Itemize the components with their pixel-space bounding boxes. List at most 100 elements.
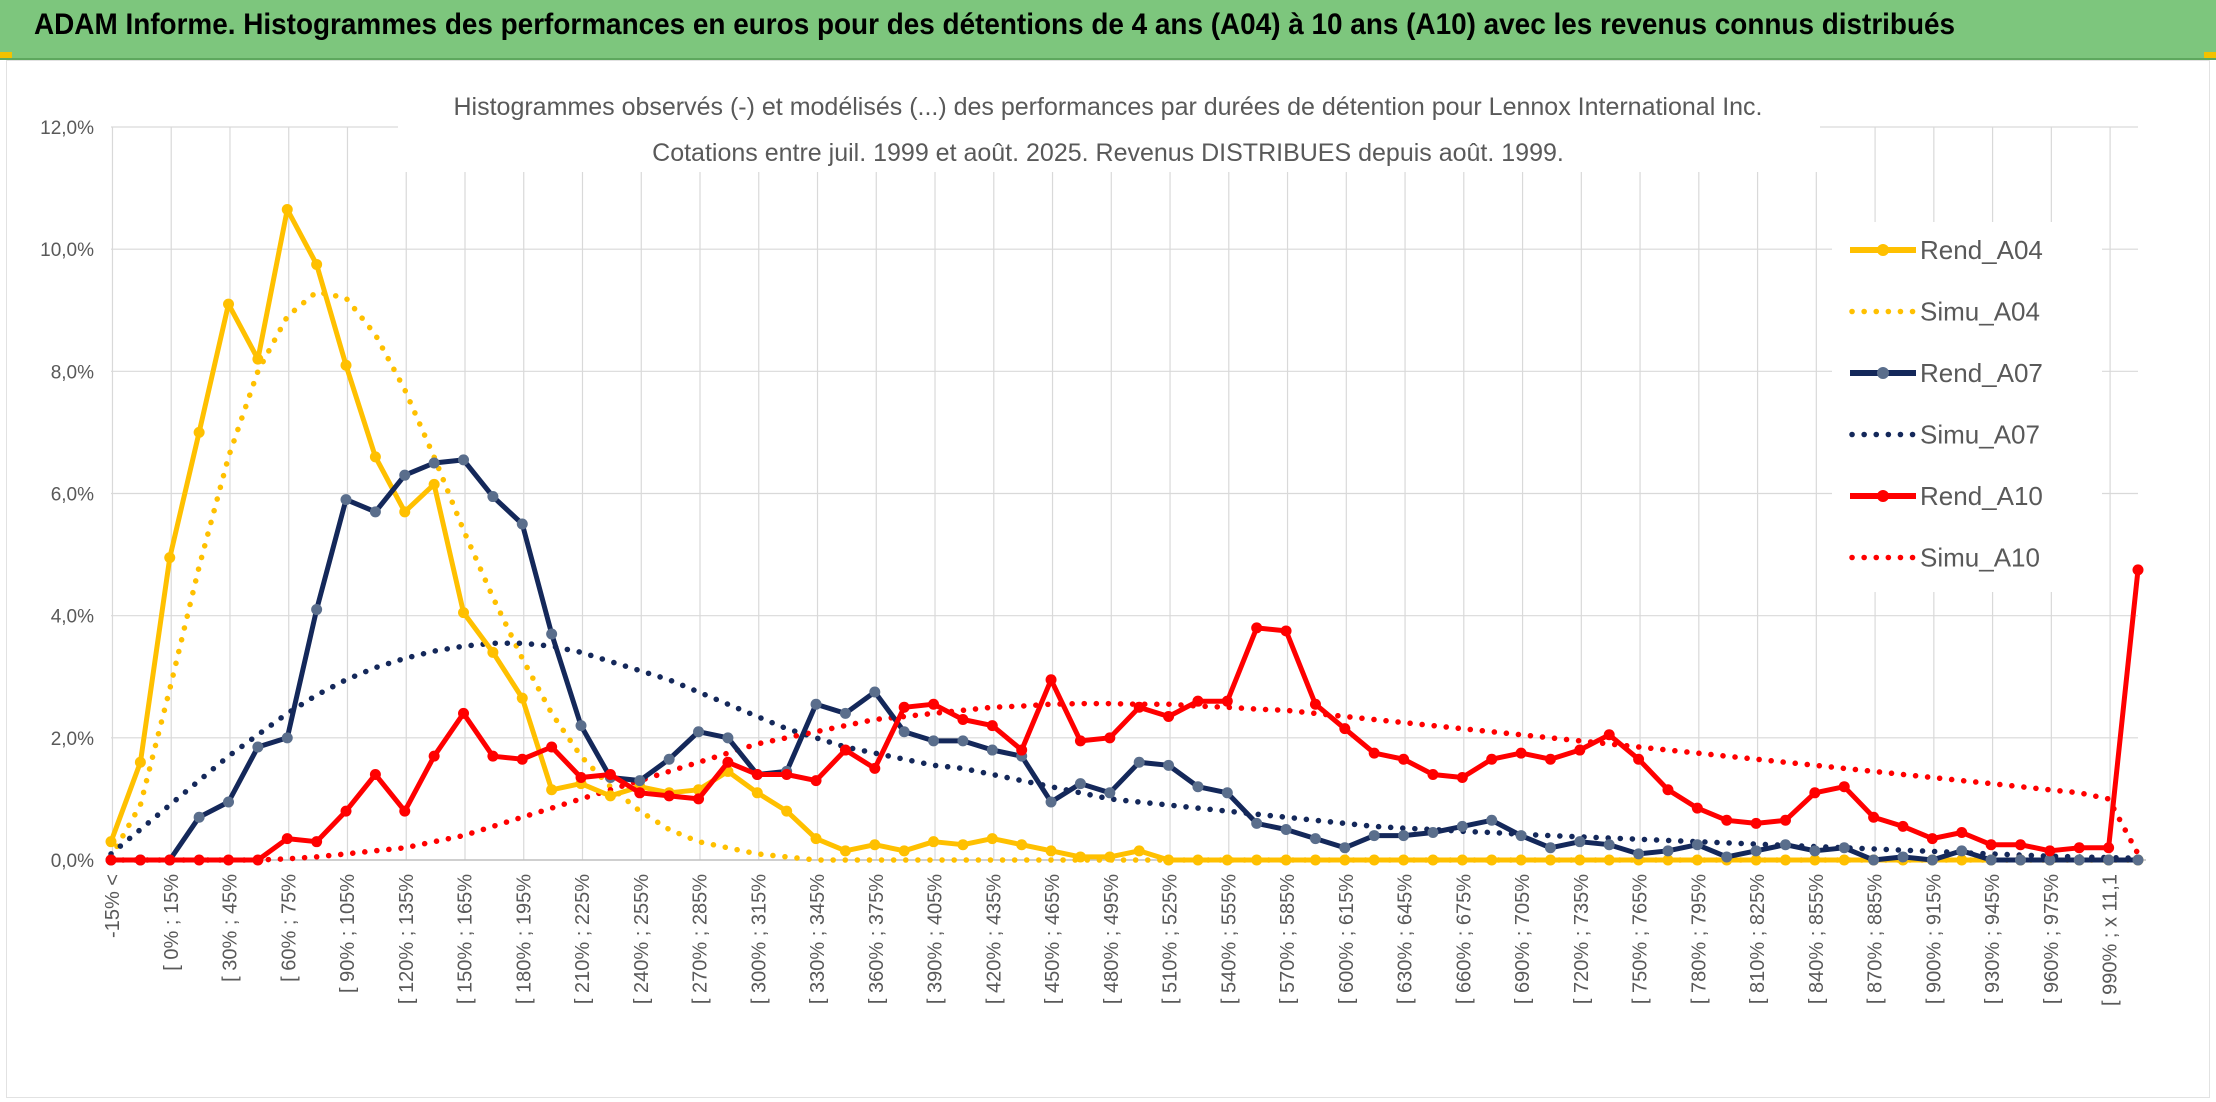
data-point bbox=[1133, 701, 1145, 713]
x-tick-label: [ 30% ; 45% bbox=[220, 874, 242, 982]
data-point bbox=[810, 775, 822, 787]
data-point bbox=[1368, 830, 1380, 842]
banner-corner-left bbox=[0, 52, 12, 58]
chart-title-background bbox=[398, 88, 1820, 172]
data-point bbox=[751, 768, 763, 780]
data-point bbox=[1779, 854, 1791, 866]
data-point bbox=[428, 478, 440, 490]
x-tick-label: [ 480% ; 495% bbox=[1101, 874, 1123, 1004]
data-point bbox=[928, 836, 940, 848]
x-tick-label: [ 90% ; 105% bbox=[337, 874, 359, 993]
y-tick-label: 4,0% bbox=[51, 607, 94, 628]
x-tick-label: [ 360% ; 375% bbox=[866, 874, 888, 1004]
data-point bbox=[516, 518, 528, 530]
y-tick-label: 2,0% bbox=[51, 729, 94, 750]
legend-label: Rend_A07 bbox=[1920, 358, 2043, 388]
data-point bbox=[399, 506, 411, 518]
data-point bbox=[634, 787, 646, 799]
x-tick-label: [ 870% ; 885% bbox=[1865, 874, 1887, 1004]
data-point bbox=[1574, 854, 1586, 866]
data-point bbox=[1721, 851, 1733, 863]
data-point bbox=[722, 732, 734, 744]
data-point bbox=[604, 790, 616, 802]
data-point bbox=[1633, 848, 1645, 860]
data-point bbox=[311, 604, 323, 616]
data-point bbox=[810, 698, 822, 710]
data-point bbox=[839, 845, 851, 857]
data-point bbox=[2073, 854, 2085, 866]
data-point bbox=[1750, 854, 1762, 866]
data-point bbox=[1163, 759, 1175, 771]
data-point bbox=[693, 793, 705, 805]
data-point bbox=[1398, 854, 1410, 866]
data-point bbox=[1809, 787, 1821, 799]
series-rend-a10 bbox=[105, 564, 2144, 866]
x-tick-label: [ 270% ; 285% bbox=[690, 874, 712, 1004]
data-point bbox=[928, 698, 940, 710]
x-tick-label: [ 0% ; 15% bbox=[161, 874, 183, 971]
data-point bbox=[458, 454, 470, 466]
legend-label: Simu_A04 bbox=[1920, 297, 2040, 327]
x-tick-label: [ 120% ; 135% bbox=[396, 874, 418, 1004]
data-point bbox=[957, 839, 969, 851]
legend-marker bbox=[1877, 244, 1889, 256]
x-tick-label: [ 900% ; 915% bbox=[1923, 874, 1945, 1004]
data-point bbox=[1956, 827, 1968, 839]
data-point bbox=[164, 552, 176, 564]
data-point bbox=[1515, 830, 1527, 842]
x-tick-label: [ 690% ; 705% bbox=[1512, 874, 1534, 1004]
data-point bbox=[1956, 854, 1968, 866]
data-point bbox=[1838, 854, 1850, 866]
data-point bbox=[428, 750, 440, 762]
data-point bbox=[223, 796, 235, 808]
x-tick-label: [ 810% ; 825% bbox=[1747, 874, 1769, 1004]
data-point bbox=[751, 787, 763, 799]
data-point bbox=[1368, 747, 1380, 759]
data-point bbox=[252, 854, 264, 866]
data-point bbox=[1309, 833, 1321, 845]
data-point bbox=[1251, 622, 1263, 634]
data-point bbox=[1192, 854, 1204, 866]
chart-series bbox=[105, 203, 2144, 866]
data-point bbox=[1368, 854, 1380, 866]
data-point bbox=[1603, 839, 1615, 851]
data-point bbox=[1868, 854, 1880, 866]
data-point bbox=[369, 506, 381, 518]
data-point bbox=[839, 744, 851, 756]
data-point bbox=[986, 744, 998, 756]
x-tick-label: [ 930% ; 945% bbox=[1982, 874, 2004, 1004]
data-point bbox=[1309, 854, 1321, 866]
data-point bbox=[1691, 854, 1703, 866]
data-point bbox=[1721, 814, 1733, 826]
data-point bbox=[1985, 854, 1997, 866]
data-point bbox=[2044, 845, 2056, 857]
legend-label: Rend_A10 bbox=[1920, 481, 2043, 511]
data-point bbox=[1956, 845, 1968, 857]
data-point bbox=[1251, 854, 1263, 866]
data-point bbox=[810, 833, 822, 845]
data-point bbox=[1809, 845, 1821, 857]
data-point bbox=[781, 768, 793, 780]
data-point bbox=[869, 839, 881, 851]
data-point bbox=[1045, 674, 1057, 686]
data-point bbox=[1985, 839, 1997, 851]
data-point bbox=[1280, 854, 1292, 866]
data-point bbox=[1104, 851, 1116, 863]
data-point bbox=[575, 720, 587, 732]
data-point bbox=[1104, 787, 1116, 799]
data-point bbox=[164, 854, 176, 866]
x-tick-label: [ 600% ; 615% bbox=[1336, 874, 1358, 1004]
data-point bbox=[663, 753, 675, 765]
data-point bbox=[516, 753, 528, 765]
series-line bbox=[111, 457, 2138, 863]
data-point bbox=[223, 854, 235, 866]
series-line bbox=[108, 207, 2138, 863]
data-point bbox=[193, 811, 205, 823]
data-point bbox=[1603, 854, 1615, 866]
data-point bbox=[986, 720, 998, 732]
data-point bbox=[1633, 753, 1645, 765]
data-point bbox=[1074, 778, 1086, 790]
x-tick-label: [ 660% ; 675% bbox=[1453, 874, 1475, 1004]
y-tick-label: 0,0% bbox=[51, 851, 94, 872]
series-line bbox=[108, 640, 2141, 861]
